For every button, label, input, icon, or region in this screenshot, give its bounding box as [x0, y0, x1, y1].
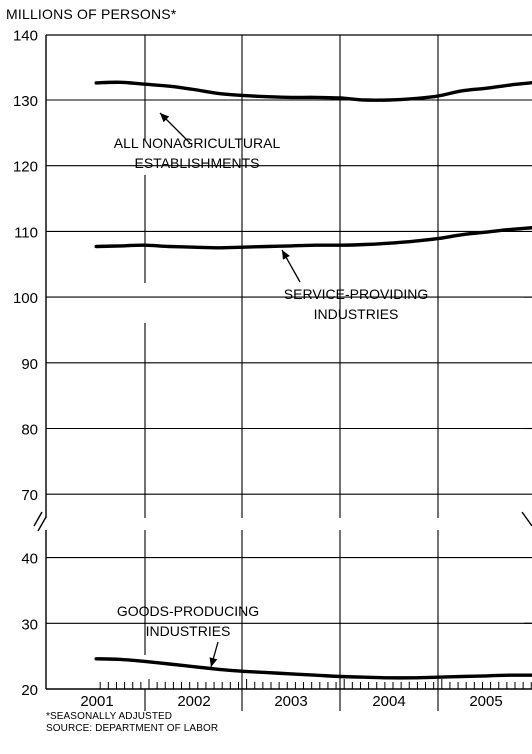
annotation-goods-producing-line-1: GOODS-PRODUCING: [117, 603, 259, 619]
y-tick-label-140: 140: [13, 27, 38, 44]
goods-producing-line: [94, 657, 532, 680]
service-providing-line: [94, 226, 532, 250]
axis-break-right: [521, 511, 532, 527]
annotation-all-nonagricultural-line-2: ESTABLISHMENTS: [135, 155, 260, 171]
x-tick-label-2005: 2005: [469, 693, 502, 710]
annotation-service-providing-arrowhead: [282, 250, 290, 260]
annotation-goods-producing-arrowhead: [209, 657, 218, 667]
x-tick-label-2002: 2002: [177, 693, 210, 710]
annotation-all-nonagricultural-arrowhead: [160, 113, 170, 123]
axis-break-left-2: [37, 516, 47, 532]
y-tick-label-130: 130: [13, 93, 38, 110]
x-tick-label-2004: 2004: [372, 693, 405, 710]
y-tick-label-30: 30: [21, 616, 38, 633]
footnote-seasonally-adjusted: *SEASONALLY ADJUSTED: [46, 711, 173, 722]
y-tick-label-100: 100: [13, 290, 38, 307]
x-tick-label-2001: 2001: [80, 693, 113, 710]
y-tick-label-90: 90: [21, 356, 38, 373]
unit-label: MILLIONS OF PERSONS*: [6, 6, 177, 22]
y-tick-label-20: 20: [21, 682, 38, 699]
all-nonagricultural-line: [94, 80, 532, 102]
x-tick-label-2003: 2003: [274, 693, 307, 710]
footnote-source: SOURCE: DEPARTMENT OF LABOR: [46, 723, 219, 734]
y-tick-label-120: 120: [13, 159, 38, 176]
annotation-service-providing-line-2: INDUSTRIES: [314, 306, 399, 322]
y-tick-label-70: 70: [21, 487, 38, 504]
annotation-all-nonagricultural-line-1: ALL NONAGRICULTURAL: [114, 135, 281, 151]
y-tick-label-40: 40: [21, 551, 38, 568]
y-tick-label-110: 110: [14, 224, 38, 241]
axis-break-left-1: [33, 511, 43, 527]
y-tick-label-80: 80: [21, 422, 38, 439]
annotation-goods-producing-line-2: INDUSTRIES: [146, 623, 231, 639]
annotation-service-providing-line-1: SERVICE-PROVIDING: [284, 286, 428, 302]
